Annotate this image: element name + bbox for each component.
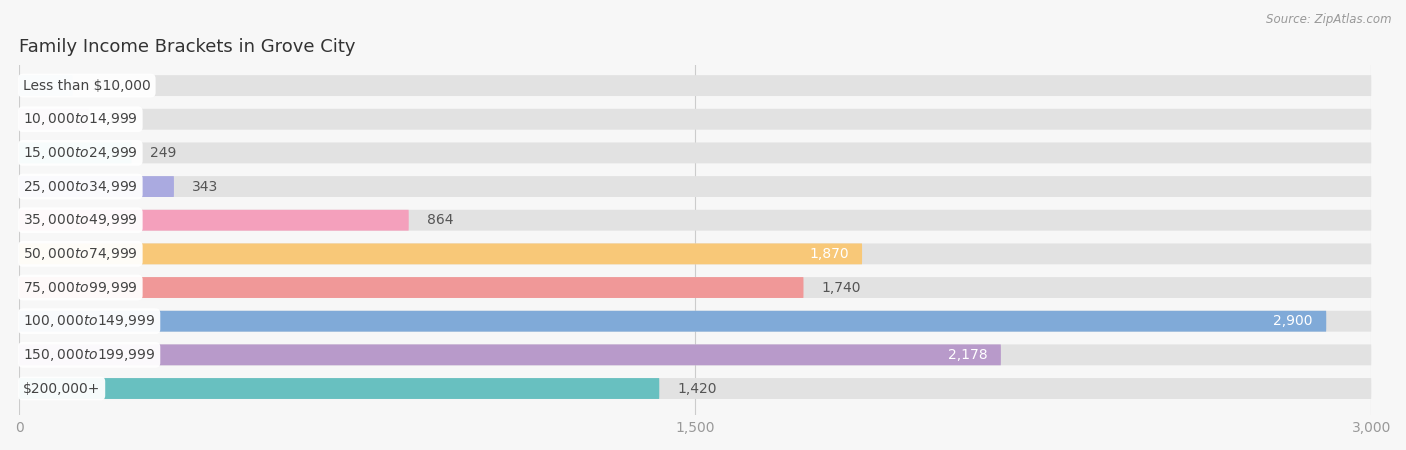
Text: $200,000+: $200,000+ [22,382,100,396]
Text: 343: 343 [193,180,218,194]
FancyBboxPatch shape [20,75,73,96]
Text: $75,000 to $99,999: $75,000 to $99,999 [22,279,138,296]
Text: Less than $10,000: Less than $10,000 [22,79,150,93]
FancyBboxPatch shape [20,176,1371,197]
Text: 1,420: 1,420 [678,382,717,396]
Text: Source: ZipAtlas.com: Source: ZipAtlas.com [1267,14,1392,27]
FancyBboxPatch shape [20,143,132,163]
Text: $35,000 to $49,999: $35,000 to $49,999 [22,212,138,228]
Text: Family Income Brackets in Grove City: Family Income Brackets in Grove City [20,37,356,55]
Text: 154: 154 [107,112,134,126]
Text: $15,000 to $24,999: $15,000 to $24,999 [22,145,138,161]
FancyBboxPatch shape [20,176,174,197]
FancyBboxPatch shape [20,277,1371,298]
Text: 1,740: 1,740 [821,280,860,295]
FancyBboxPatch shape [20,75,1371,96]
Text: $10,000 to $14,999: $10,000 to $14,999 [22,111,138,127]
FancyBboxPatch shape [20,344,1001,365]
FancyBboxPatch shape [20,143,1371,163]
FancyBboxPatch shape [20,378,1371,399]
Text: 249: 249 [149,146,176,160]
FancyBboxPatch shape [20,311,1371,332]
Text: 2,900: 2,900 [1274,314,1313,328]
Text: 2,178: 2,178 [948,348,987,362]
FancyBboxPatch shape [20,311,1326,332]
FancyBboxPatch shape [20,243,862,264]
Text: 118: 118 [90,79,117,93]
FancyBboxPatch shape [20,344,1371,365]
Text: 1,870: 1,870 [808,247,849,261]
FancyBboxPatch shape [20,243,1371,264]
Text: 864: 864 [427,213,453,227]
Text: $100,000 to $149,999: $100,000 to $149,999 [22,313,156,329]
FancyBboxPatch shape [20,210,1371,231]
FancyBboxPatch shape [20,109,1371,130]
Text: $25,000 to $34,999: $25,000 to $34,999 [22,179,138,194]
FancyBboxPatch shape [20,277,803,298]
FancyBboxPatch shape [20,210,409,231]
Text: $50,000 to $74,999: $50,000 to $74,999 [22,246,138,262]
FancyBboxPatch shape [20,378,659,399]
Text: $150,000 to $199,999: $150,000 to $199,999 [22,347,156,363]
FancyBboxPatch shape [20,109,89,130]
